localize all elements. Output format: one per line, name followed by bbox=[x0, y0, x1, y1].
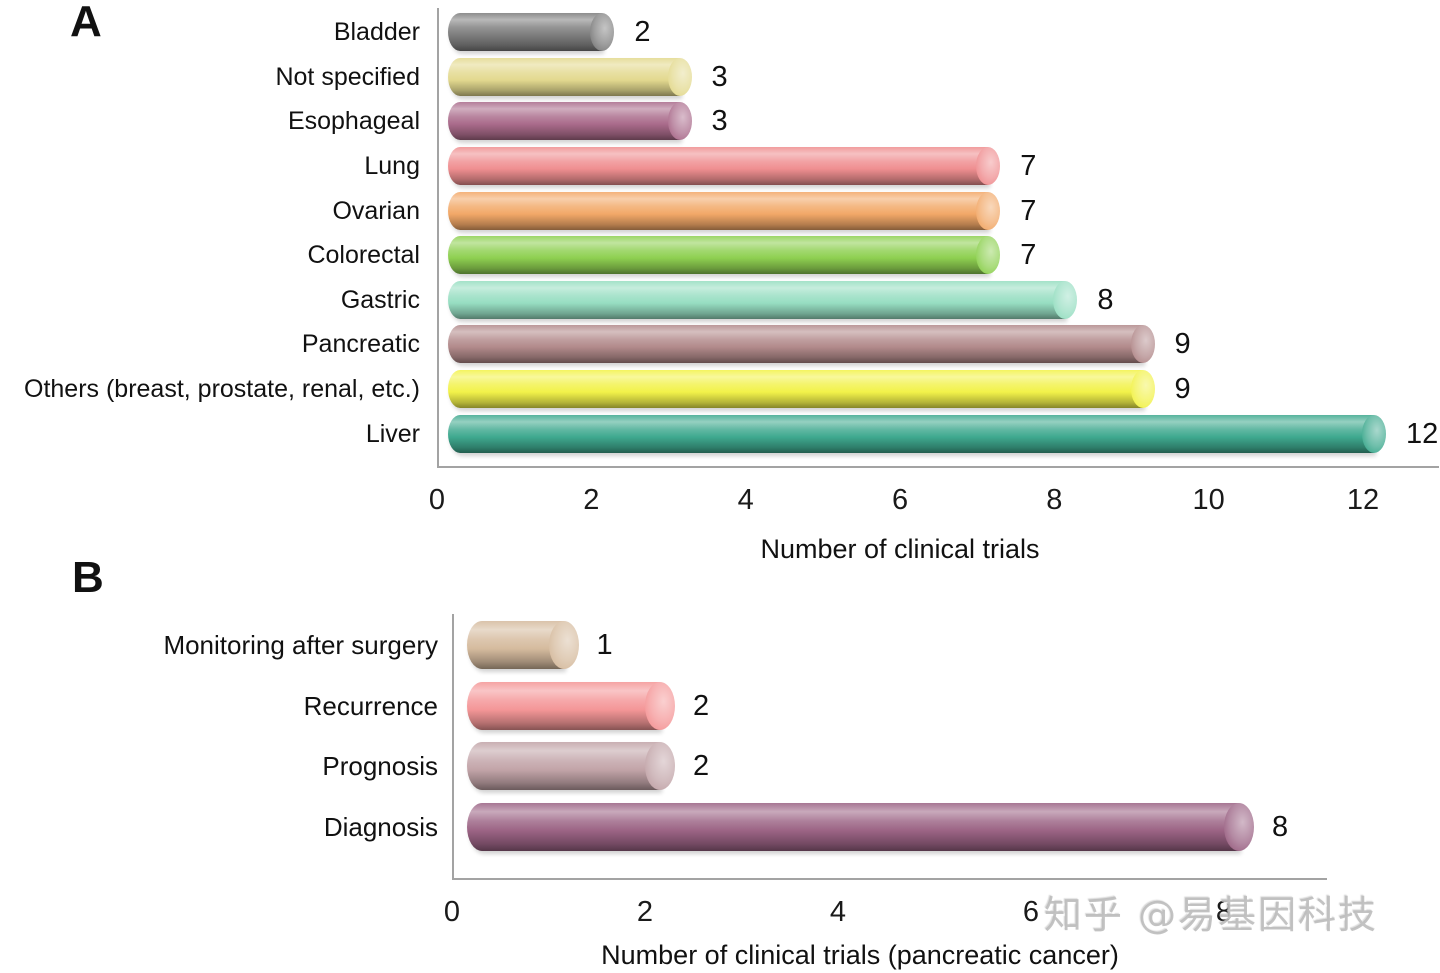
bar-end-cap bbox=[667, 57, 692, 96]
value-label: 3 bbox=[711, 60, 728, 93]
category-label: Monitoring after surgery bbox=[163, 630, 438, 660]
x-tick-label: 0 bbox=[428, 484, 446, 516]
bar bbox=[448, 325, 1155, 364]
panel-a-category-labels: Bladder Not specified Esophageal Lung Ovaria… bbox=[0, 8, 420, 466]
bar bbox=[448, 146, 1001, 185]
bar bbox=[467, 681, 675, 730]
category-label: Others (breast, prostate, renal, etc.) bbox=[24, 375, 420, 404]
bar bbox=[467, 621, 579, 669]
x-tick-label: 6 bbox=[891, 484, 909, 516]
x-tick-label: 2 bbox=[636, 896, 654, 928]
panel-b-letter: B bbox=[72, 553, 104, 602]
category-label: Esophageal bbox=[287, 107, 420, 136]
bar bbox=[448, 370, 1155, 409]
bar bbox=[448, 280, 1078, 319]
category-label: Not specified bbox=[275, 62, 420, 91]
x-tick-label: 4 bbox=[737, 484, 754, 516]
category-label: Lung bbox=[364, 151, 420, 180]
category-label: Pancreatic bbox=[301, 330, 420, 359]
bar bbox=[448, 191, 1001, 230]
bar-end-cap bbox=[976, 191, 1001, 230]
category-label: Diagnosis bbox=[323, 812, 438, 843]
category-label: Prognosis bbox=[322, 751, 438, 782]
value-label: 7 bbox=[1020, 239, 1037, 272]
bar-end-cap bbox=[976, 236, 1001, 275]
category-label: Colorectal bbox=[307, 241, 420, 270]
value-label: 9 bbox=[1174, 373, 1191, 406]
x-tick-label: 4 bbox=[829, 896, 847, 928]
value-label: 2 bbox=[693, 689, 710, 722]
panel-a-x-axis-title: Number of clinical trials bbox=[760, 534, 1040, 564]
bar-end-cap bbox=[1130, 325, 1155, 364]
bar bbox=[448, 57, 692, 96]
value-label: 7 bbox=[1020, 194, 1037, 227]
value-label: 8 bbox=[1272, 811, 1289, 844]
panel-b-category-labels: Monitoring after surgery Recurrence Progno… bbox=[0, 614, 438, 878]
bar bbox=[467, 742, 675, 791]
bar-end-cap bbox=[1224, 803, 1254, 852]
x-tick-label: 6 bbox=[1022, 896, 1040, 928]
value-label: 9 bbox=[1174, 328, 1191, 361]
value-label: 1 bbox=[596, 629, 613, 661]
value-label: 3 bbox=[711, 105, 728, 138]
category-label: Ovarian bbox=[332, 196, 420, 225]
bar-end-cap bbox=[1362, 414, 1387, 453]
bar-end-cap bbox=[976, 146, 1001, 185]
bar-end-cap bbox=[667, 102, 692, 141]
panel-b-plot-area: 1 2 2 8 bbox=[452, 614, 1327, 880]
panel-b-x-axis-title: Number of clinical trials (pancreatic ca… bbox=[601, 940, 1119, 970]
x-tick-label: 10 bbox=[1192, 484, 1225, 516]
x-tick-label: 8 bbox=[1046, 484, 1063, 516]
x-tick-label: 2 bbox=[583, 484, 600, 516]
panel-a-plot-area: 2 3 3 7 7 7 8 9 9 12 bbox=[437, 8, 1439, 468]
bar bbox=[467, 803, 1254, 852]
x-tick-label: 12 bbox=[1346, 484, 1380, 516]
bar-end-cap bbox=[1053, 280, 1078, 319]
category-label: Recurrence bbox=[303, 690, 438, 721]
category-label: Liver bbox=[365, 419, 420, 448]
bar-end-cap bbox=[645, 742, 675, 791]
value-label: 2 bbox=[634, 16, 651, 48]
bar-end-cap bbox=[548, 621, 579, 669]
bar bbox=[448, 13, 615, 51]
panel-b-x-axis-ticks: 0 2 4 6 8 bbox=[444, 896, 1325, 930]
panel-a-x-axis-ticks: 0 2 4 6 8 10 12 bbox=[429, 484, 1437, 518]
category-label: Bladder bbox=[333, 18, 420, 46]
value-label: 2 bbox=[693, 750, 710, 783]
bar-end-cap bbox=[590, 13, 615, 51]
bar-end-cap bbox=[645, 681, 675, 730]
x-tick-label: 0 bbox=[443, 896, 461, 928]
bar bbox=[448, 236, 1001, 275]
category-label: Gastric bbox=[340, 285, 420, 314]
bar-end-cap bbox=[1130, 370, 1155, 409]
value-label: 7 bbox=[1020, 149, 1037, 182]
value-label: 8 bbox=[1097, 283, 1114, 316]
x-tick-label: 8 bbox=[1215, 896, 1233, 928]
value-label: 12 bbox=[1406, 417, 1439, 450]
bar bbox=[448, 414, 1387, 453]
panel-a-letter: A bbox=[70, 0, 102, 46]
bar bbox=[448, 102, 692, 141]
watermark: 知乎 @易基因科技 bbox=[1044, 893, 1379, 937]
